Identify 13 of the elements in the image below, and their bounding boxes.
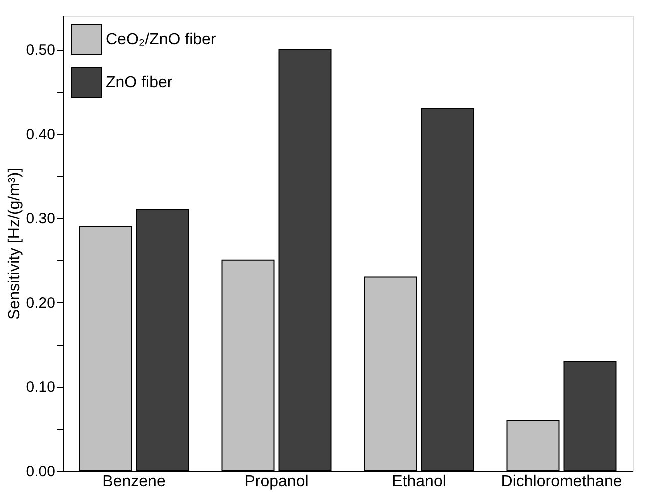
- y-tick-label: 0.40: [26, 126, 56, 144]
- x-tick-label: Propanol: [244, 474, 309, 490]
- y-tick-label: 0.30: [26, 210, 56, 228]
- y-axis-title: Sensitivity [Hz/(g/m³)]: [6, 168, 24, 320]
- legend-label: ZnO fiber: [106, 74, 174, 92]
- y-tick-label: 0.10: [26, 379, 56, 396]
- y-tick-label: 0.50: [26, 42, 56, 60]
- x-tick-label: Benzene: [102, 474, 166, 490]
- y-tick-label: 0.00: [26, 464, 56, 480]
- x-tick-label: Dichloromethane: [501, 474, 622, 490]
- x-tick-label: Ethanol: [392, 474, 446, 490]
- legend-label: CeO₂/ZnO fiber: [106, 32, 217, 48]
- y-tick-label: 0.20: [26, 294, 56, 312]
